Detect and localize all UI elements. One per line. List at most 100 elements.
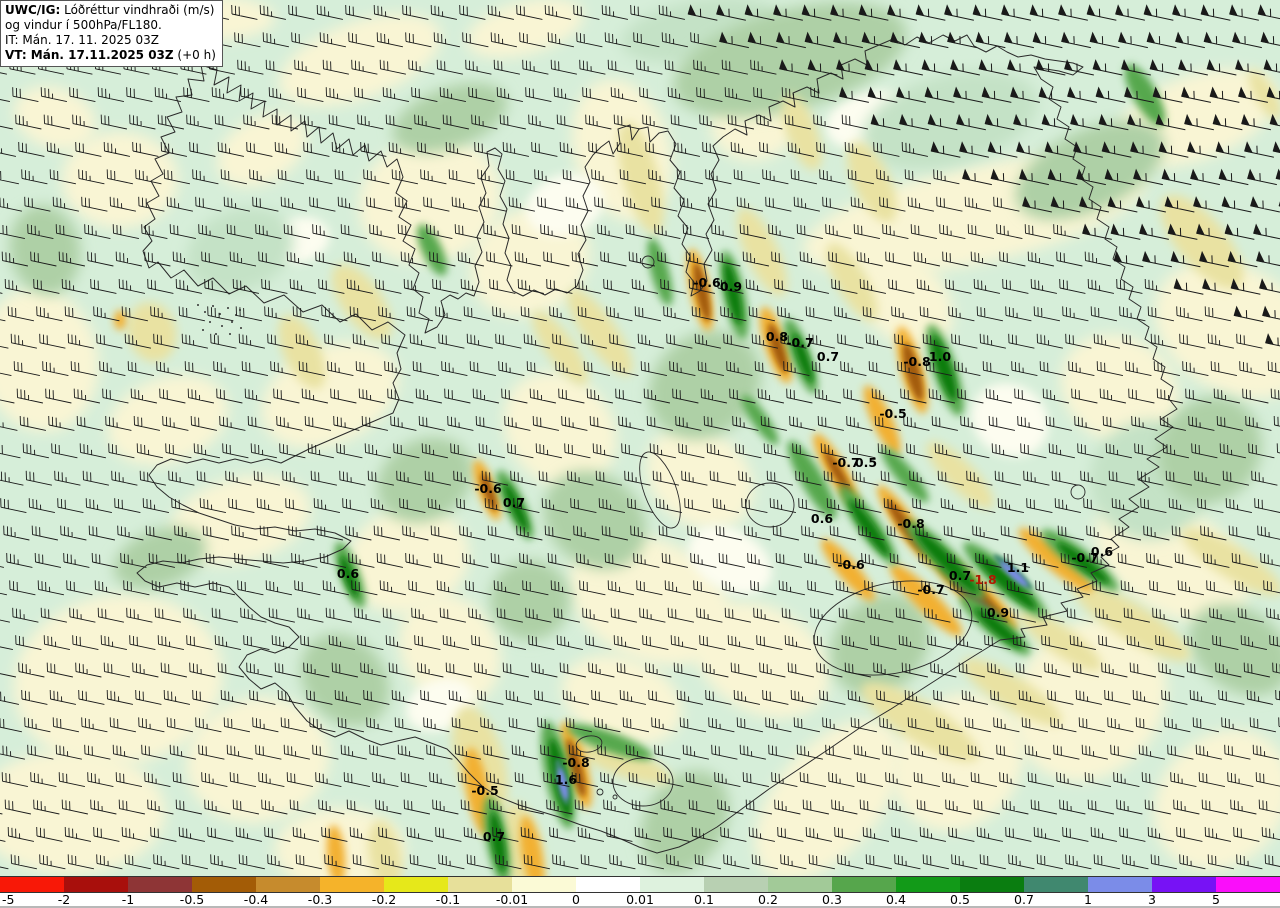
field-blob xyxy=(863,385,901,455)
colorbar-tick-label: 0.1 xyxy=(694,892,714,907)
field-blob xyxy=(1155,261,1280,399)
colorbar-tick-label: -5 xyxy=(2,892,15,907)
small-island-outline xyxy=(1070,484,1086,500)
colorbar-tick-label: -0.3 xyxy=(307,892,333,907)
colorbar-tick-label: -0.4 xyxy=(243,892,269,907)
field-blob xyxy=(1061,334,1179,446)
color-scale-band xyxy=(0,876,1280,893)
field-blob xyxy=(926,441,994,509)
colorbar-segment xyxy=(0,877,64,892)
field-blob xyxy=(741,395,779,445)
glacier-outline xyxy=(612,757,674,807)
islet-dot xyxy=(229,333,231,335)
colorbar-tick-label: 1 xyxy=(1084,892,1092,907)
colorbar-segment xyxy=(1024,877,1088,892)
islet-dot xyxy=(197,304,199,306)
title-line-1: UWC/IG: Lóðréttur vindhraði (m/s) xyxy=(5,3,215,17)
wind-barb-pennants xyxy=(687,4,1280,345)
field-blob xyxy=(830,593,930,697)
field-blob xyxy=(673,2,907,118)
contour-label: 0.7 xyxy=(483,829,505,844)
field-blob xyxy=(915,530,979,594)
field-blob xyxy=(572,739,672,785)
field-blob xyxy=(186,207,294,293)
colorbar-tick-label: 0.3 xyxy=(822,892,842,907)
field-blob xyxy=(0,288,99,432)
colorbar-tick-label: 0.7 xyxy=(1014,892,1034,907)
contour-label: 0.7 xyxy=(503,495,525,510)
field-blob xyxy=(962,658,1062,726)
colorbar-tick-label: -1 xyxy=(121,892,135,907)
contour-label: 0.9 xyxy=(987,605,1009,620)
colorbar-tick-label: -0.01 xyxy=(495,892,529,907)
field-blob xyxy=(543,470,647,570)
field-blob xyxy=(881,447,929,503)
field-blob xyxy=(1182,528,1280,596)
colorbar-segment xyxy=(1216,877,1280,892)
contour-label: -0.5 xyxy=(471,783,498,798)
field-blob xyxy=(768,323,788,373)
field-blob xyxy=(340,556,358,598)
field-blob xyxy=(279,13,441,107)
colorbar-segment xyxy=(1088,877,1152,892)
field-blob xyxy=(278,314,326,390)
contour-label: 0.6 xyxy=(337,566,359,581)
field-blob xyxy=(567,723,653,761)
field-blob xyxy=(975,554,1037,610)
field-blob xyxy=(1018,609,1102,671)
islet-dot xyxy=(212,305,214,307)
colorbar-segment xyxy=(448,877,512,892)
colorbar-segment xyxy=(128,877,192,892)
field-blob xyxy=(480,473,498,511)
contour-label-layer: -0.6 0.90.8-0.70.7 -0.81.0-0.5-0.70.50.6 -0… xyxy=(337,275,1113,844)
islet-dot xyxy=(221,325,223,327)
field-blob xyxy=(62,132,178,228)
colorbar-segment xyxy=(768,877,832,892)
field-blob xyxy=(646,426,754,530)
colorbar-segment xyxy=(896,877,960,892)
field-blob xyxy=(1013,619,1167,781)
field-blob xyxy=(755,719,901,876)
small-island-outline xyxy=(612,794,618,800)
contour-label: -0.7 xyxy=(917,582,944,597)
field-blob xyxy=(567,288,633,376)
islet-dot xyxy=(215,333,217,335)
field-blob xyxy=(737,207,787,297)
field-blob xyxy=(693,262,711,322)
field-blob xyxy=(532,311,588,385)
field-blob xyxy=(558,768,568,800)
colorbar-segment xyxy=(1152,877,1216,892)
islet-dot xyxy=(240,327,242,329)
contour-label: -0.7 xyxy=(786,335,813,350)
islet-dot xyxy=(231,321,233,323)
field-blob xyxy=(1248,70,1280,120)
colorbar-segment xyxy=(384,877,448,892)
field-blob xyxy=(648,330,762,440)
colorbar-tick-label: -0.1 xyxy=(435,892,461,907)
field-blob xyxy=(821,538,875,602)
wind-barb-layer xyxy=(0,4,1280,870)
vertical-velocity-map: -0.6 0.90.8-0.70.7 -0.81.0-0.5-0.70.50.6 -0… xyxy=(0,0,1280,876)
field-blob xyxy=(724,261,742,325)
field-blob xyxy=(971,383,1049,457)
contour-label: -1.8 xyxy=(969,572,996,587)
field-blob xyxy=(694,602,830,718)
contour-label: 0.6 xyxy=(811,511,833,526)
contour-label: 0.6 xyxy=(1091,544,1113,559)
field-blob xyxy=(889,563,963,637)
field-blob xyxy=(1124,64,1166,126)
field-blob xyxy=(1073,582,1191,662)
contour-label: -0.8 xyxy=(562,755,589,770)
small-island-outline xyxy=(596,788,604,796)
field-blob xyxy=(792,333,814,383)
islet-dot xyxy=(204,311,206,313)
contour-label: -0.6 xyxy=(474,481,502,496)
field-blob xyxy=(787,440,837,520)
colorbar-tick-label: 0 xyxy=(572,892,580,907)
field-blob xyxy=(1057,542,1109,584)
field-blob xyxy=(1015,120,1165,220)
field-blob xyxy=(848,499,890,557)
colorbar-segment xyxy=(256,877,320,892)
title-line-2: og vindur í 500hPa/FL180. xyxy=(5,18,162,32)
